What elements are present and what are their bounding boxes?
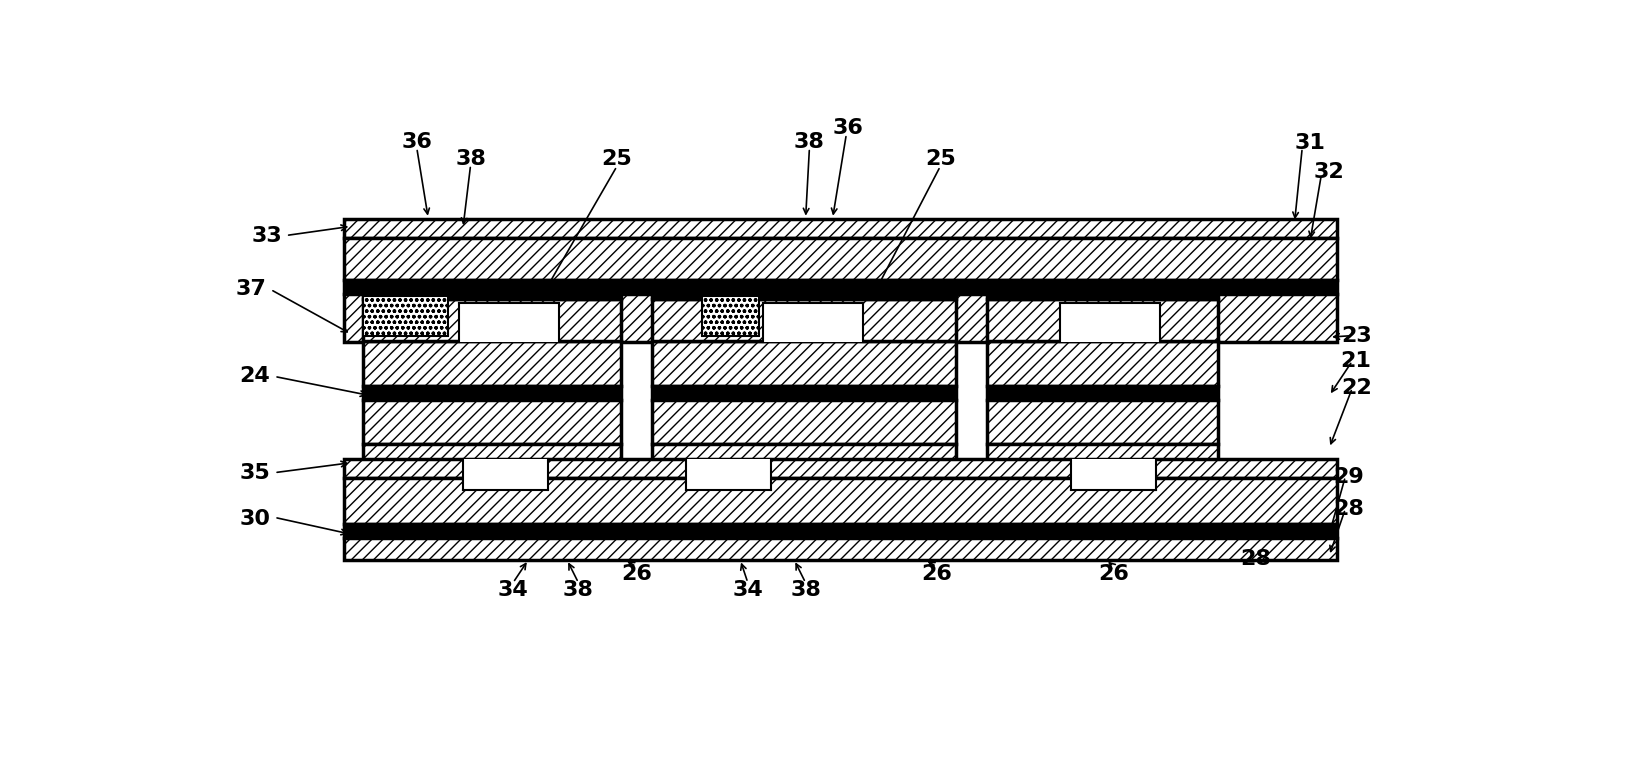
- Bar: [364, 299, 621, 341]
- Bar: [693, 459, 770, 478]
- Bar: [344, 280, 1337, 294]
- Bar: [652, 486, 955, 496]
- Text: 22: 22: [1342, 378, 1371, 398]
- Bar: [986, 299, 1217, 341]
- Bar: [364, 386, 621, 400]
- Text: 26: 26: [621, 565, 652, 584]
- Bar: [652, 400, 955, 444]
- Bar: [652, 289, 955, 299]
- Bar: [652, 299, 955, 341]
- Bar: [459, 303, 559, 342]
- Bar: [344, 478, 1337, 524]
- Text: 26: 26: [921, 565, 952, 584]
- Bar: [364, 444, 621, 486]
- Bar: [986, 400, 1217, 444]
- Bar: [344, 538, 1337, 560]
- Text: 21: 21: [1342, 351, 1371, 371]
- Text: 28: 28: [1240, 549, 1271, 569]
- Text: 31: 31: [1294, 133, 1325, 153]
- Bar: [364, 341, 621, 386]
- Bar: [364, 400, 621, 444]
- Bar: [344, 219, 1337, 238]
- Bar: [364, 289, 621, 299]
- Bar: [344, 459, 1337, 478]
- Bar: [986, 341, 1217, 386]
- Text: 23: 23: [1342, 325, 1371, 346]
- Bar: [652, 386, 955, 400]
- Bar: [467, 459, 544, 478]
- Text: 36: 36: [401, 131, 432, 152]
- Text: 32: 32: [1314, 163, 1345, 182]
- Text: 37: 37: [236, 279, 267, 300]
- Bar: [344, 238, 1337, 280]
- Text: 26: 26: [1097, 565, 1129, 584]
- Text: 25: 25: [601, 149, 632, 168]
- Bar: [464, 459, 547, 490]
- Bar: [652, 341, 955, 386]
- Bar: [364, 486, 621, 496]
- Bar: [1071, 459, 1156, 490]
- Bar: [763, 303, 863, 342]
- Bar: [652, 444, 955, 486]
- Text: 25: 25: [925, 149, 955, 168]
- Bar: [986, 486, 1217, 496]
- Text: 38: 38: [455, 149, 486, 168]
- Text: 38: 38: [563, 579, 595, 600]
- Text: 24: 24: [239, 367, 270, 386]
- Bar: [986, 289, 1217, 299]
- Bar: [701, 296, 760, 335]
- Bar: [344, 524, 1337, 538]
- Bar: [1060, 303, 1160, 342]
- Bar: [364, 296, 447, 335]
- Text: 35: 35: [239, 463, 270, 482]
- Text: 34: 34: [498, 579, 529, 600]
- Text: 28: 28: [1333, 499, 1364, 519]
- Text: 30: 30: [239, 509, 270, 529]
- Text: 38: 38: [790, 579, 821, 600]
- Bar: [686, 459, 771, 490]
- Text: 36: 36: [832, 118, 863, 138]
- Text: 34: 34: [732, 579, 763, 600]
- Bar: [344, 294, 1337, 342]
- Text: 38: 38: [794, 131, 826, 152]
- Bar: [986, 386, 1217, 400]
- Bar: [986, 444, 1217, 486]
- Text: 33: 33: [251, 225, 282, 246]
- Text: 29: 29: [1333, 467, 1364, 486]
